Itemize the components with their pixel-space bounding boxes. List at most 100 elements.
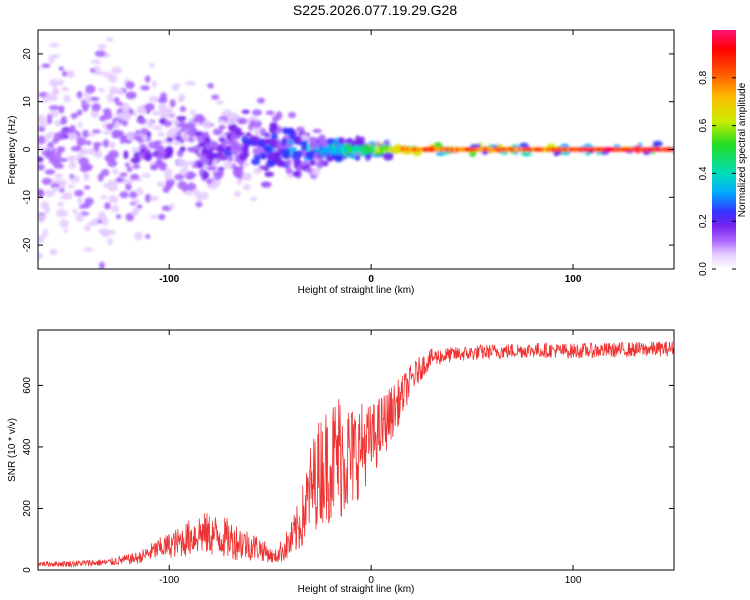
heatmap-cell (144, 75, 151, 83)
heatmap-cell (132, 163, 141, 170)
heatmap-cell (151, 80, 157, 88)
heatmap-cell (55, 150, 62, 160)
heatmap-cell (264, 171, 275, 177)
heatmap-cell (57, 157, 69, 163)
heatmap-cell (176, 116, 187, 121)
heatmap-cell (123, 111, 131, 119)
heatmap-cell (207, 82, 215, 89)
heatmap-cell (125, 91, 137, 100)
heatmap-cell (233, 169, 243, 178)
heatmap-cell (119, 136, 125, 145)
heatmap-cell (87, 132, 97, 137)
heatmap-cell (61, 86, 69, 92)
heatmap-cell (77, 197, 83, 205)
colorbar-tick-label: 0.4 (698, 166, 709, 180)
heatmap-cell (119, 191, 129, 199)
heatmap-cell (103, 108, 112, 114)
heatmap-cell (107, 237, 113, 246)
heatmap-cell (104, 202, 111, 210)
heatmap-cell (190, 109, 196, 116)
heatmap-cell (43, 135, 52, 141)
heatmap-cell (185, 130, 195, 135)
heatmap-cell (185, 161, 195, 166)
heatmap-cell (359, 136, 365, 142)
heatmap-cell (126, 178, 134, 185)
heatmap-cell (211, 94, 220, 100)
heatmap-cell (326, 138, 334, 145)
heatmap-cell (202, 119, 212, 129)
heatmap-cell (218, 137, 226, 142)
heatmap-cell (173, 140, 180, 146)
heatmap-cell (188, 172, 197, 178)
heatmap-cell (311, 167, 321, 176)
heatmap-cell (181, 123, 190, 131)
heatmap-cell (131, 199, 140, 204)
heatmap-cell (115, 214, 122, 220)
heatmap-cell (58, 105, 65, 114)
heatmap-cell (263, 164, 270, 172)
heatmap-cell (38, 189, 44, 199)
heatmap-cell (44, 189, 55, 198)
xtick-label: 100 (565, 274, 582, 285)
heatmap-cell (83, 247, 94, 252)
heatmap-cell (117, 130, 125, 138)
heatmap-cell (61, 70, 68, 77)
heatmap-cell (280, 148, 291, 157)
heatmap-cell (63, 228, 69, 234)
heatmap-cell (194, 189, 200, 198)
heatmap-cell (166, 137, 174, 143)
heatmap-cell (82, 129, 89, 138)
heatmap-cell (47, 141, 54, 148)
ytick-label: 0 (22, 567, 33, 573)
heatmap-cell (117, 88, 124, 96)
snr-series-line (38, 341, 674, 569)
heatmap-cell (148, 141, 160, 149)
heatmap-cell (241, 109, 250, 115)
xtick-label: 100 (565, 575, 582, 586)
heatmap-cell (252, 147, 264, 156)
heatmap-cell (170, 119, 180, 125)
heatmap-cell (148, 95, 159, 103)
heatmap-cell (48, 79, 59, 87)
heatmap-cell (345, 137, 354, 145)
heatmap-cell (192, 118, 203, 123)
heatmap-cell (244, 139, 255, 145)
heatmap-cell (38, 122, 49, 128)
heatmap-cell (160, 114, 169, 119)
heatmap-cell (149, 62, 155, 68)
heatmap-cell (309, 141, 321, 149)
heatmap-cell (82, 104, 89, 112)
heatmap-cell (54, 120, 61, 127)
heatmap-cell (101, 169, 110, 177)
heatmap-cell (292, 158, 302, 164)
chart-title: S225.2026.077.19.29.G28 (292, 2, 458, 18)
heatmap-cell (149, 214, 160, 219)
heatmap-cell (202, 171, 210, 180)
heatmap-cell (292, 171, 301, 177)
heatmap-cell (179, 138, 185, 144)
heatmap-cell (263, 181, 271, 188)
ytick-label: 20 (22, 48, 33, 60)
heatmap-cell (290, 146, 297, 151)
heatmap-cell (265, 110, 275, 116)
heatmap-cell (382, 152, 394, 161)
heatmap-cell (158, 162, 167, 171)
heatmap-cell (123, 150, 129, 160)
heatmap-cell (92, 141, 102, 147)
heatmap-cell (249, 119, 256, 125)
heatmap-cell (48, 105, 60, 111)
heatmap-cell (74, 189, 84, 197)
heatmap-cell (69, 124, 76, 134)
heatmap-cell (166, 130, 178, 138)
heatmap-cell (149, 195, 159, 202)
heatmap-cell (137, 204, 143, 209)
heatmap-cell (141, 173, 151, 178)
heatmap-cell (266, 159, 275, 168)
heatmap-cell (269, 139, 278, 148)
heatmap-cell (212, 128, 223, 136)
heatmap-cell (54, 173, 63, 179)
heatmap-cell (99, 261, 105, 269)
heatmap-cell (108, 72, 114, 82)
heatmap-cell (295, 126, 305, 133)
